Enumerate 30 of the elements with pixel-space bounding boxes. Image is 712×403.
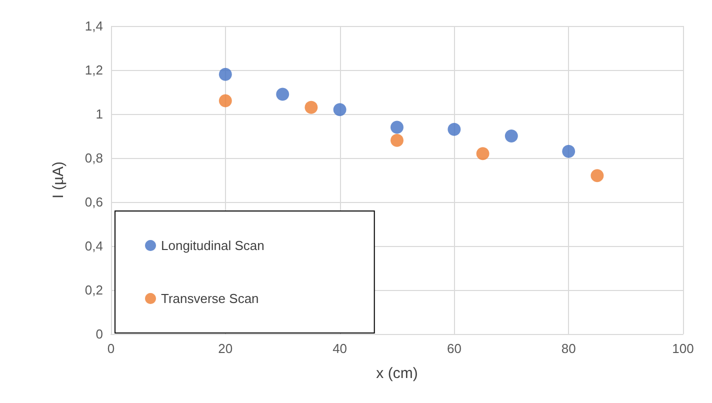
point (504, 130, 518, 142)
y-tick-label: 0,2 (84, 282, 103, 298)
y-tick-label: 0,8 (84, 150, 103, 166)
y-axis-title: I (µA) (50, 162, 67, 198)
x-tick-label: 40 (332, 341, 348, 356)
point (390, 120, 404, 134)
point (448, 122, 461, 136)
x-tick-label: 100 (672, 341, 694, 356)
legend-label: Longitudinal Scan (161, 238, 264, 253)
y-tick-label: 1,2 (84, 62, 103, 78)
x-axis-title: x (cm) (376, 365, 418, 382)
y-tick-label: 0,4 (84, 238, 103, 254)
point (590, 169, 604, 182)
x-tick-label: 0 (107, 341, 115, 356)
y-tick-label: 1 (96, 106, 103, 122)
point (276, 88, 290, 101)
y-tick-label: 0 (96, 326, 103, 342)
point (304, 100, 318, 114)
point (476, 147, 490, 160)
legend-label: Transverse Scan (161, 291, 259, 306)
x-tick-label: 60 (446, 341, 462, 356)
point (218, 68, 232, 81)
point (218, 94, 232, 108)
point (390, 134, 404, 147)
point (562, 144, 576, 158)
x-tick-label: 20 (218, 341, 233, 356)
point (333, 103, 346, 116)
x-tick-label: 80 (561, 341, 576, 356)
y-tick-label: 1,4 (84, 18, 103, 34)
y-tick-label: 0,6 (84, 194, 103, 210)
